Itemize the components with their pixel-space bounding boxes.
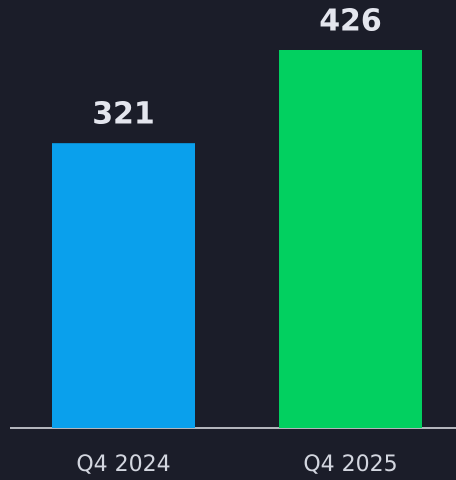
bar <box>52 143 195 429</box>
x-tick-label: Q4 2025 <box>303 452 397 477</box>
bar <box>279 50 422 428</box>
value-label: 321 <box>92 97 155 132</box>
x-tick-label: Q4 2024 <box>76 452 170 477</box>
value-label: 426 <box>319 4 382 39</box>
